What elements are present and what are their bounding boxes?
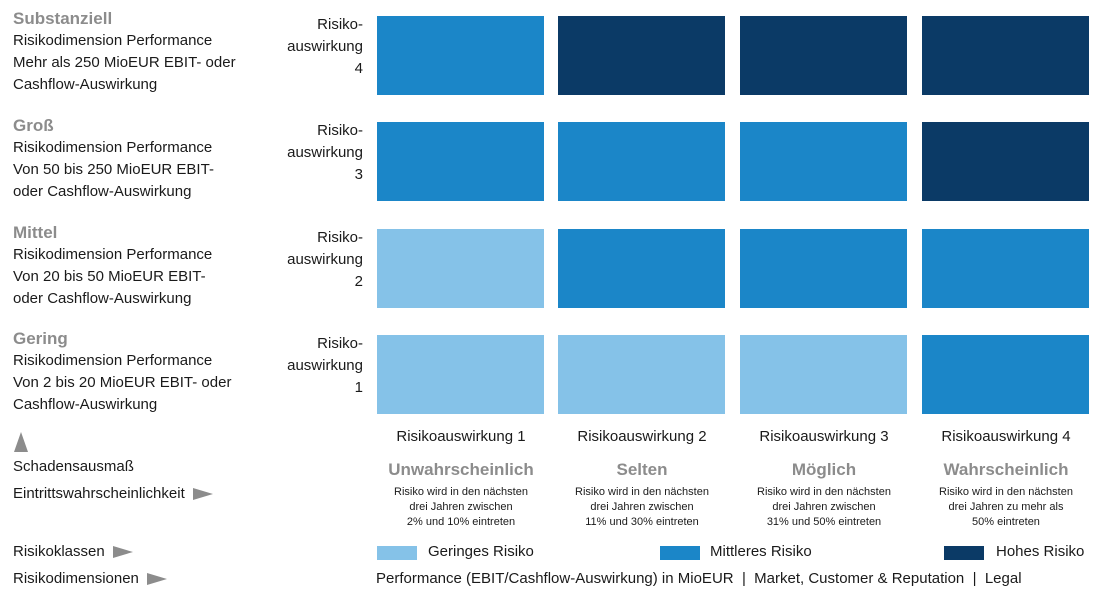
- row-title: Mittel: [13, 223, 58, 242]
- impact-line: 2: [354, 273, 363, 290]
- row-description-line: Risikodimension Performance: [13, 32, 213, 49]
- x-axis-label: Eintrittswahrscheinlichkeit: [13, 485, 185, 502]
- matrix-cell: [377, 122, 544, 201]
- legend-swatch: [377, 546, 417, 560]
- row-title: Groß: [13, 116, 54, 135]
- row-impact-label: Risiko-auswirkung 1: [268, 333, 363, 399]
- x-axis-label-row: Eintrittswahrscheinlichkeit: [13, 485, 213, 502]
- row-description-line: Cashflow-Auswirkung: [13, 396, 158, 413]
- matrix-cell: [922, 16, 1089, 95]
- description-line: Risiko wird in den nächsten: [575, 486, 709, 498]
- description-line: 2% und 10% eintreten: [406, 516, 516, 528]
- description-line: Risiko wird in den nächsten: [757, 486, 891, 498]
- impact-line: auswirkung: [287, 251, 363, 268]
- matrix-cell: [558, 16, 725, 95]
- legend-swatch: [660, 546, 700, 560]
- row-impact-label: Risiko-auswirkung 3: [268, 120, 363, 186]
- matrix-cell: [922, 229, 1089, 308]
- matrix-cell: [377, 229, 544, 308]
- impact-line: Risiko-: [317, 229, 363, 246]
- dimensions-label-row: Risikodimensionen: [13, 570, 167, 587]
- matrix-cell: [558, 335, 725, 414]
- description-line: drei Jahren zwischen: [409, 501, 513, 513]
- row-impact-label: Risiko-auswirkung 4: [268, 14, 363, 80]
- impact-line: Risiko-: [317, 16, 363, 33]
- row-impact-label: Risiko-auswirkung 2: [268, 227, 363, 293]
- row-description-line: Von 50 bis 250 MioEUR EBIT-: [13, 161, 214, 178]
- row-header: Substanziell Risikodimension Performance M…: [13, 8, 263, 96]
- matrix-cell: [740, 122, 907, 201]
- description-line: 31% und 50% eintreten: [766, 516, 882, 528]
- column-label: Risikoauswirkung 3: [759, 428, 889, 445]
- impact-line: 4: [354, 60, 363, 77]
- matrix-cell: [740, 16, 907, 95]
- legend-swatch: [944, 546, 984, 560]
- column-label: Risikoauswirkung 2: [577, 428, 707, 445]
- probability-description: Risiko wird in den nächsten drei Jahren z…: [922, 485, 1090, 530]
- description-line: 50% eintreten: [972, 516, 1040, 528]
- impact-line: 1: [354, 379, 363, 396]
- row-description-line: oder Cashflow-Auswirkung: [13, 183, 192, 200]
- impact-line: auswirkung: [287, 357, 363, 374]
- probability-description: Risiko wird in den nächsten drei Jahren z…: [377, 485, 545, 530]
- row-description-line: Cashflow-Auswirkung: [13, 76, 158, 93]
- row-description-line: Von 2 bis 20 MioEUR EBIT- oder: [13, 374, 232, 391]
- impact-line: Risiko-: [317, 122, 363, 139]
- impact-line: Risiko-: [317, 335, 363, 352]
- matrix-cell: [558, 229, 725, 308]
- dimensions-label: Risikodimensionen: [13, 570, 139, 587]
- row-description-line: Von 20 bis 50 MioEUR EBIT-: [13, 268, 206, 285]
- right-arrow-icon: [192, 488, 213, 501]
- column-label: Risikoauswirkung 4: [941, 428, 1071, 445]
- impact-line: auswirkung: [287, 38, 363, 55]
- impact-line: 3: [354, 166, 363, 183]
- legend-label: Hohes Risiko: [996, 543, 1085, 560]
- description-line: 11% und 30% eintreten: [585, 516, 699, 528]
- matrix-cell: [922, 122, 1089, 201]
- up-arrow-icon: [14, 432, 28, 452]
- legend-label: Geringes Risiko: [428, 543, 534, 560]
- row-description-line: Risikodimension Performance: [13, 352, 213, 369]
- description-line: Risiko wird in den nächsten: [939, 486, 1073, 498]
- probability-description: Risiko wird in den nächsten drei Jahren z…: [558, 485, 726, 530]
- column-label: Risikoauswirkung 1: [396, 428, 526, 445]
- matrix-cell: [377, 16, 544, 95]
- impact-line: auswirkung: [287, 144, 363, 161]
- row-title: Substanziell: [13, 9, 113, 28]
- probability-description: Risiko wird in den nächsten drei Jahren z…: [740, 485, 908, 530]
- probability-title: Selten: [616, 460, 668, 479]
- description-line: drei Jahren zwischen: [590, 501, 694, 513]
- description-line: drei Jahren zu mehr als: [948, 501, 1064, 513]
- dimensions-text: Performance (EBIT/Cashflow-Auswirkung) i…: [376, 570, 1022, 587]
- right-arrow-icon: [112, 546, 133, 559]
- row-header: Mittel Risikodimension Performance Von 20 …: [13, 222, 263, 310]
- row-description-line: Mehr als 250 MioEUR EBIT- oder: [13, 54, 236, 71]
- probability-title: Unwahrscheinlich: [388, 460, 534, 479]
- probability-title: Wahrscheinlich: [943, 460, 1069, 479]
- legend-label: Mittleres Risiko: [710, 543, 812, 560]
- description-line: drei Jahren zwischen: [772, 501, 876, 513]
- matrix-cell: [740, 335, 907, 414]
- classes-label: Risikoklassen: [13, 543, 105, 560]
- row-header: Groß Risikodimension Performance Von 50 bi…: [13, 115, 263, 203]
- probability-title: Möglich: [791, 460, 857, 479]
- matrix-cell: [558, 122, 725, 201]
- classes-label-row: Risikoklassen: [13, 543, 133, 560]
- right-arrow-icon: [146, 573, 167, 586]
- row-description-line: oder Cashflow-Auswirkung: [13, 290, 192, 307]
- matrix-cell: [377, 335, 544, 414]
- row-header: Gering Risikodimension Performance Von 2 b…: [13, 328, 263, 416]
- row-title: Gering: [13, 329, 68, 348]
- matrix-cell: [922, 335, 1089, 414]
- row-description-line: Risikodimension Performance: [13, 139, 213, 156]
- row-description-line: Risikodimension Performance: [13, 246, 213, 263]
- y-axis-label: Schadensausmaß: [13, 458, 134, 475]
- description-line: Risiko wird in den nächsten: [394, 486, 528, 498]
- matrix-cell: [740, 229, 907, 308]
